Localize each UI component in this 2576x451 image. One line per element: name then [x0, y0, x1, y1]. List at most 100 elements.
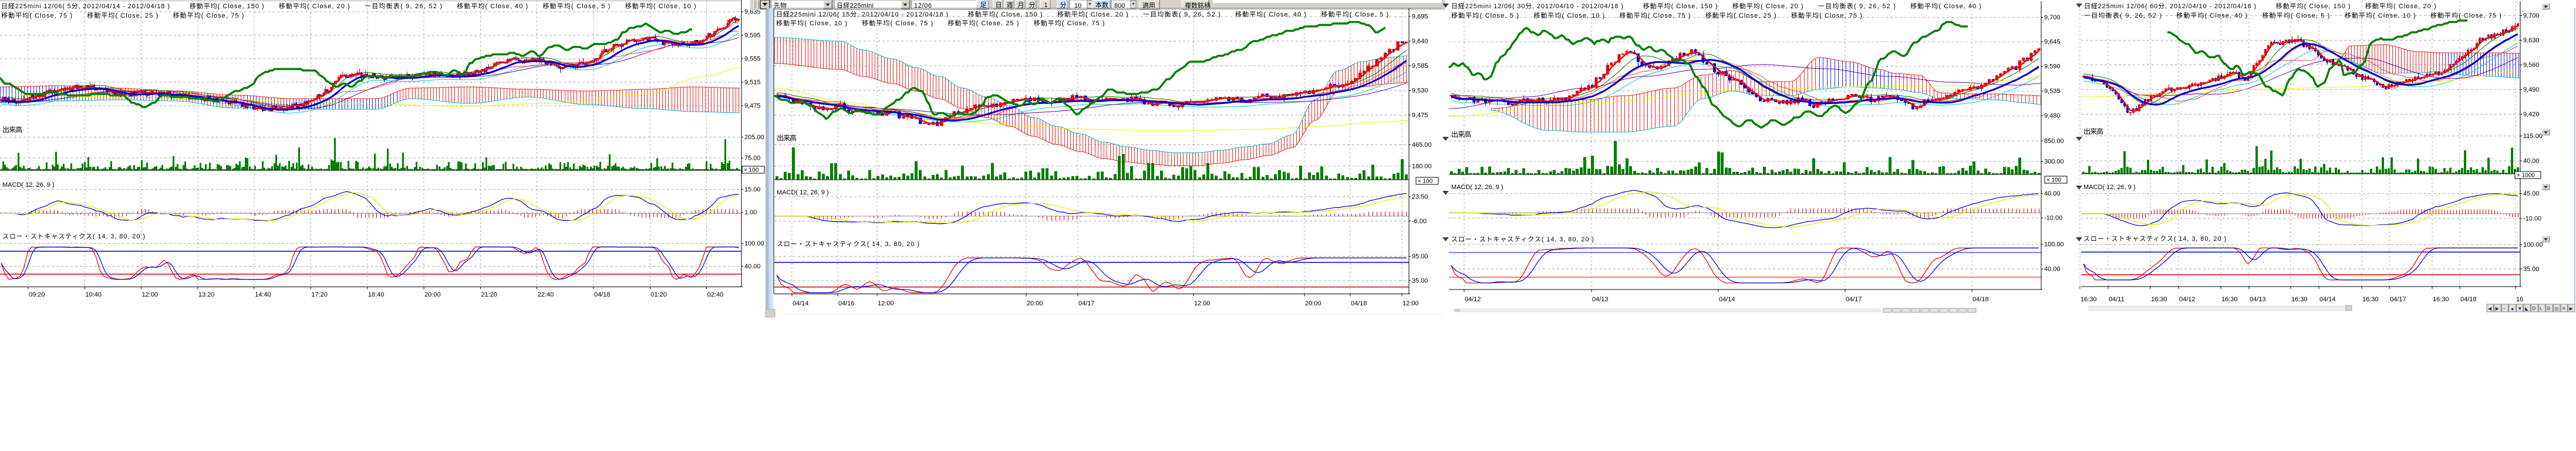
svg-text:10:40: 10:40: [85, 291, 102, 298]
svg-text:16: 16: [2516, 296, 2523, 303]
svg-text:-6.00: -6.00: [1412, 218, 1427, 225]
svg-text:移動平均( Close, 75 ): 移動平均( Close, 75 ): [1620, 11, 1691, 19]
svg-text:L: L: [2540, 306, 2543, 311]
svg-text:04/16: 04/16: [838, 300, 855, 307]
svg-text:40.00: 40.00: [2523, 157, 2540, 164]
svg-text:16:30: 16:30: [2221, 296, 2238, 303]
svg-text:移動平均( Close, 25 ): 移動平均( Close, 25 ): [948, 19, 1019, 27]
svg-text:04/14: 04/14: [1719, 296, 1735, 303]
svg-text:16:30: 16:30: [2433, 296, 2449, 303]
svg-text:スロー・ストキャスティクス( 14, 3, 80, 20 ): スロー・ストキャスティクス( 14, 3, 80, 20 ): [777, 240, 919, 248]
svg-text:04/17: 04/17: [1078, 300, 1095, 307]
svg-text:本数: 本数: [1095, 1, 1108, 9]
svg-text:9,420: 9,420: [2523, 111, 2540, 118]
svg-text:04/11: 04/11: [2109, 296, 2125, 303]
svg-text:D: D: [2533, 306, 2536, 311]
svg-text:移動平均( Close, 150 ): 移動平均( Close, 150 ): [968, 10, 1043, 18]
svg-text:出来高: 出来高: [777, 133, 797, 142]
svg-text:◀: ◀: [2488, 306, 2492, 311]
svg-text:23.50: 23.50: [1412, 194, 1428, 201]
svg-text:移動平均( Close, 75 ): 移動平均( Close, 75 ): [1, 11, 72, 19]
svg-text:09:20: 09:20: [29, 291, 45, 298]
svg-text:日経225mini 12/06( 60分, 2012/04/: 日経225mini 12/06( 60分, 2012/04/10 - 2012/…: [2084, 2, 2256, 10]
svg-text:40.00: 40.00: [744, 263, 761, 270]
svg-text:× 100: × 100: [1418, 179, 1433, 185]
svg-text:MACD( 12, 26, 9 ): MACD( 12, 26, 9 ): [777, 189, 829, 196]
svg-text:9,515: 9,515: [744, 79, 761, 86]
svg-text:−: −: [2503, 306, 2506, 311]
svg-text:22:40: 22:40: [538, 291, 554, 298]
svg-text:日経225mini 12/06( 15分, 2012/04/: 日経225mini 12/06( 15分, 2012/04/10 - 2012/…: [776, 11, 948, 18]
svg-text:465.00: 465.00: [1412, 142, 1432, 149]
svg-text:12:00: 12:00: [142, 291, 159, 298]
svg-text:✕: ✕: [2562, 306, 2566, 311]
svg-text:20:00: 20:00: [1305, 300, 1321, 307]
svg-text:04/12: 04/12: [2179, 296, 2196, 303]
svg-text:35.00: 35.00: [2523, 266, 2540, 273]
svg-text:9,595: 9,595: [744, 32, 761, 39]
svg-text:850.00: 850.00: [2044, 138, 2064, 145]
svg-text:13:20: 13:20: [198, 291, 215, 298]
svg-text:1.00: 1.00: [744, 209, 757, 216]
svg-text:15.00: 15.00: [744, 186, 761, 193]
svg-text:9,590: 9,590: [2044, 63, 2061, 70]
svg-text:▲: ▲: [2510, 306, 2515, 311]
svg-text:週: 週: [1007, 1, 1013, 9]
svg-text:移動平均( Close, 40 ): 移動平均( Close, 40 ): [2176, 11, 2247, 19]
svg-text:35.00: 35.00: [1412, 278, 1428, 285]
svg-text:移動平均( Close, 5 ): 移動平均( Close, 5 ): [542, 2, 610, 10]
svg-text:180.00: 180.00: [1412, 163, 1432, 170]
svg-text:MACD( 12, 26, 9 ): MACD( 12, 26, 9 ): [2083, 184, 2136, 191]
svg-text:MACD( 12, 26, 9 ): MACD( 12, 26, 9 ): [1451, 184, 1503, 191]
svg-text:100.00: 100.00: [744, 240, 764, 247]
svg-text:16:30: 16:30: [2151, 296, 2167, 303]
svg-text:04/12: 04/12: [1465, 296, 1481, 303]
svg-text:17:20: 17:20: [312, 291, 328, 298]
svg-text:移動平均( Close, 75 ): 移動平均( Close, 75 ): [173, 11, 244, 19]
svg-text:移動平均( Close, 75 ): 移動平均( Close, 75 ): [862, 19, 933, 27]
svg-text:先物: 先物: [774, 1, 787, 9]
svg-text:B: B: [2547, 306, 2550, 311]
svg-text:移動平均( Close, 150 ): 移動平均( Close, 150 ): [1643, 2, 1718, 10]
svg-text:▶: ▶: [2570, 306, 2574, 311]
svg-text:04/18: 04/18: [1973, 296, 1989, 303]
svg-text:100.00: 100.00: [2523, 241, 2543, 248]
svg-text:◣: ◣: [2525, 306, 2529, 311]
svg-text:95.00: 95.00: [1412, 253, 1428, 260]
svg-text:9,475: 9,475: [1412, 112, 1428, 119]
svg-text:移動平均( Close, 5 ): 移動平均( Close, 5 ): [1451, 11, 1519, 19]
svg-text:▶: ▶: [2496, 306, 2500, 311]
svg-text:10: 10: [1074, 2, 1081, 9]
svg-text:× 100: × 100: [2046, 177, 2062, 184]
svg-text:9,475: 9,475: [744, 103, 761, 110]
svg-text:日経225mini 12/06( 5分, 2012/04/1: 日経225mini 12/06( 5分, 2012/04/14 - 2012/0…: [1, 2, 170, 10]
svg-text:9,640: 9,640: [1412, 38, 1428, 45]
svg-text:04/14: 04/14: [2319, 296, 2336, 303]
svg-text:一目均衡表( 9, 26, 52 ): 一目均衡表( 9, 26, 52 ): [2084, 11, 2162, 19]
svg-text:移動平均( Close, 75 ): 移動平均( Close, 75 ): [1034, 19, 1105, 27]
svg-text:移動平均( Close, 40 ): 移動平均( Close, 40 ): [1910, 2, 1981, 10]
svg-text:14:40: 14:40: [255, 291, 271, 298]
svg-text:9,635: 9,635: [744, 9, 761, 16]
svg-text:移動平均( Close, 5 ): 移動平均( Close, 5 ): [1321, 10, 1388, 18]
svg-text:9,695: 9,695: [1412, 14, 1428, 21]
svg-text:移動平均( Close, 25 ): 移動平均( Close, 25 ): [1705, 11, 1776, 19]
svg-text:12:00: 12:00: [1402, 300, 1419, 307]
svg-text:移動平均( Close, 150 ): 移動平均( Close, 150 ): [190, 2, 264, 10]
svg-text:18:40: 18:40: [368, 291, 385, 298]
svg-text:◎: ◎: [2554, 306, 2558, 311]
svg-text:スロー・ストキャスティクス( 14, 3, 80, 20 ): スロー・ストキャスティクス( 14, 3, 80, 20 ): [2083, 235, 2226, 243]
svg-text:04/18: 04/18: [594, 291, 611, 298]
svg-text:出来高: 出来高: [2083, 127, 2103, 136]
svg-text:移動平均( Close, 5 ): 移動平均( Close, 5 ): [2262, 11, 2329, 19]
svg-text:75.00: 75.00: [744, 155, 761, 162]
svg-text:適用: 適用: [1142, 1, 1155, 9]
svg-text:04/14: 04/14: [793, 300, 809, 307]
svg-text:移動平均( Close, 40 ): 移動平均( Close, 40 ): [1235, 10, 1306, 18]
svg-text:移動平均( Close, 75 ): 移動平均( Close, 75 ): [1791, 11, 1862, 19]
svg-text:9,645: 9,645: [2044, 39, 2061, 46]
svg-text:分: 分: [1029, 1, 1036, 9]
svg-text:× 100: × 100: [744, 167, 759, 174]
svg-text:移動平均( Close, 10 ): 移動平均( Close, 10 ): [1533, 11, 1604, 19]
svg-text:9,585: 9,585: [1412, 63, 1428, 70]
